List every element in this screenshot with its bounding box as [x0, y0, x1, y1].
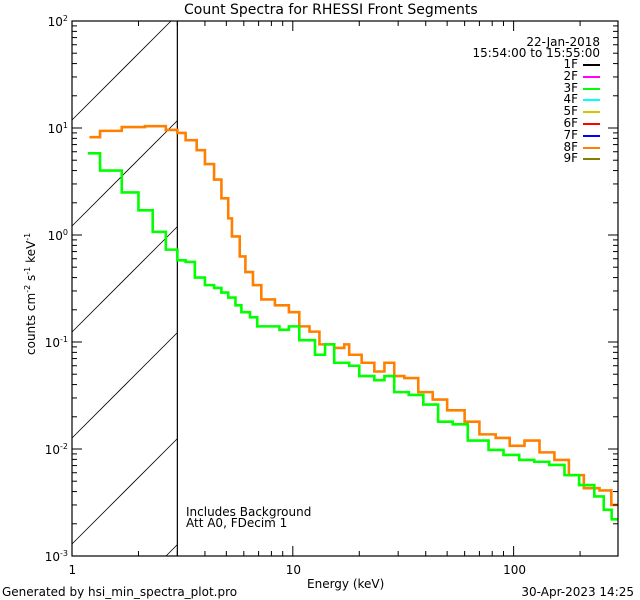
- legend-label: 3F: [563, 80, 578, 95]
- y-tick-label: 101: [48, 120, 68, 135]
- y-tick-exponent: 0: [62, 228, 68, 237]
- legend-label: 7F: [563, 127, 578, 142]
- hatch-line: [71, 20, 172, 121]
- y-tick-base: 10: [44, 336, 61, 350]
- date-label: 22-Jan-2018: [526, 35, 600, 49]
- y-tick-label: 10-2: [45, 441, 68, 456]
- legend-swatch: [583, 87, 600, 90]
- y-tick-label: 10-3: [45, 548, 68, 563]
- y-tick-base: 10: [47, 122, 63, 136]
- legend-label: 4F: [563, 92, 578, 107]
- footer-timestamp: 30-Apr-2023 14:25: [521, 585, 634, 599]
- plot-frame: [71, 20, 619, 557]
- legend-swatch: [583, 64, 600, 66]
- y-tick-label: 100: [48, 227, 68, 242]
- legend-label: 9F: [563, 151, 578, 166]
- legend-swatch: [583, 99, 600, 102]
- x-tick-label: 10: [285, 563, 302, 577]
- series-3F: [87, 152, 618, 521]
- time-range-label: 15:54:00 to 15:55:00: [472, 46, 600, 60]
- hatch-pattern: [71, 20, 178, 557]
- legend-label: 2F: [563, 68, 578, 83]
- y-tick-exponent: -1: [60, 335, 68, 344]
- annotation-attenuator: Att A0, FDecim 1: [186, 516, 288, 530]
- hatch-line: [71, 226, 178, 333]
- legend-swatch: [583, 75, 600, 78]
- y-tick-exponent: 2: [62, 14, 68, 23]
- y-tick-base: 10: [47, 229, 63, 243]
- annotation-background: Includes Background: [186, 505, 312, 519]
- y-tick-label: 10-1: [45, 334, 68, 349]
- legend-label: 6F: [563, 116, 578, 130]
- y-tick-exponent: -3: [60, 549, 68, 558]
- legend-swatch: [583, 134, 600, 137]
- legend-swatch: [583, 123, 600, 125]
- legend-label: 5F: [563, 104, 578, 119]
- series-8F: [89, 124, 618, 507]
- hatch-line: [71, 120, 178, 227]
- y-tick-base: 10: [47, 15, 63, 29]
- legend-swatch: [583, 158, 600, 161]
- legend-swatch: [583, 146, 600, 149]
- hatch-line: [165, 544, 178, 557]
- hatch-line: [71, 332, 178, 439]
- y-axis-label: counts cm-2 s-1 keV-1: [23, 232, 38, 355]
- legend-label: 8F: [563, 139, 578, 154]
- hatch-line: [71, 438, 178, 545]
- x-tick-label: 100: [503, 563, 527, 577]
- chart-title: Count Spectra for RHESSI Front Segments: [184, 2, 478, 18]
- y-tick-label: 102: [48, 13, 68, 28]
- x-axis-label: Energy (keV): [307, 577, 385, 591]
- footer-generated-by: Generated by hsi_min_spectra_plot.pro: [2, 585, 238, 599]
- legend-label: 1F: [563, 57, 578, 71]
- y-tick-base: 10: [44, 550, 61, 564]
- x-tick-label: 1: [68, 563, 77, 577]
- legend-swatch: [583, 111, 600, 114]
- y-tick-exponent: 1: [62, 121, 68, 130]
- y-tick-base: 10: [44, 443, 61, 457]
- y-tick-exponent: -2: [60, 442, 68, 451]
